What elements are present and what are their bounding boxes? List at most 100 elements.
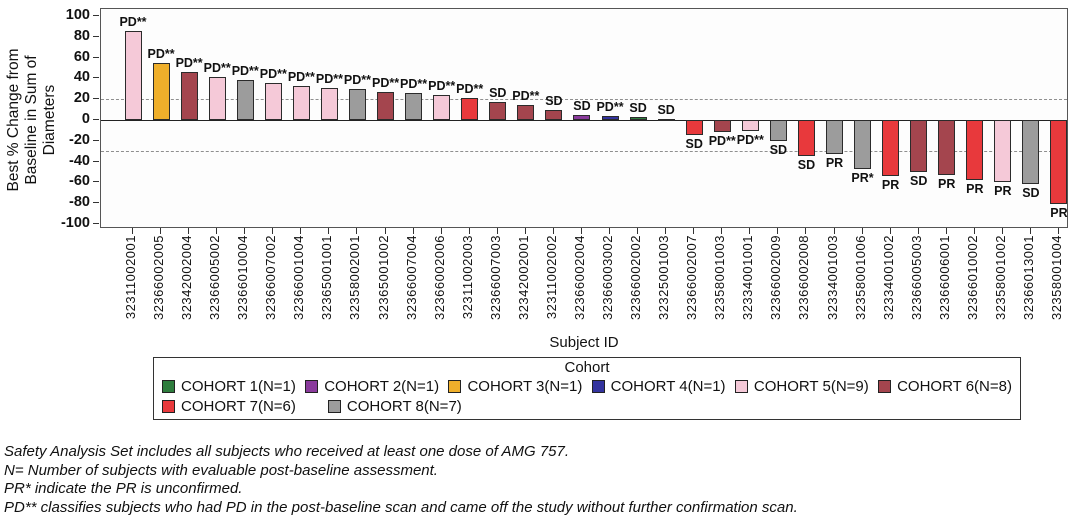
response-label: SD bbox=[1022, 186, 1040, 201]
y-tick-label: -60 bbox=[69, 173, 90, 190]
bar-32366010004 bbox=[236, 80, 254, 120]
bar-32334001002 bbox=[882, 120, 900, 177]
bar-32366007003 bbox=[489, 102, 507, 120]
footnote-safety-set: Safety Analysis Set includes all subject… bbox=[4, 443, 570, 460]
footnotes: Safety Analysis Set includes all subject… bbox=[4, 443, 798, 517]
x-tick-mark bbox=[244, 228, 246, 234]
bar-32366006001 bbox=[938, 120, 956, 176]
legend-box: Cohort COHORT 1(N=1) COHORT 2(N=1) COHORT … bbox=[153, 357, 1021, 420]
subject-id-label: 32366001004 bbox=[291, 235, 307, 321]
x-tick-mark bbox=[160, 228, 162, 234]
legend-item-cohort-1: COHORT 1(N=1) bbox=[162, 378, 296, 395]
x-tick-mark bbox=[356, 228, 358, 234]
y-tick-mark bbox=[93, 139, 99, 141]
y-tick-mark bbox=[93, 223, 99, 224]
subject-id-label: 32325001003 bbox=[656, 235, 672, 321]
x-tick-mark bbox=[188, 228, 190, 234]
response-label: PD** bbox=[596, 99, 624, 114]
bar-32334001003 bbox=[826, 120, 843, 155]
x-tick-mark bbox=[384, 228, 386, 234]
response-label: PD** bbox=[400, 76, 428, 91]
subject-id-label: 32358001006 bbox=[852, 235, 868, 321]
response-label: PD** bbox=[343, 72, 372, 87]
x-tick-mark bbox=[496, 228, 498, 234]
bar-32358001003 bbox=[713, 120, 731, 133]
response-label: PD** bbox=[259, 66, 287, 81]
subject-id-label: 32311002003 bbox=[459, 235, 475, 320]
x-tick-mark bbox=[889, 228, 891, 234]
legend-label-cohort-8: COHORT 8(N=7) bbox=[346, 397, 462, 415]
x-tick-mark bbox=[833, 228, 835, 234]
response-label: SD bbox=[797, 158, 816, 173]
x-tick-mark bbox=[721, 228, 723, 234]
subject-id-label: 32358002001 bbox=[347, 235, 363, 321]
x-tick-mark bbox=[1057, 228, 1059, 234]
subject-id-label: 32366003002 bbox=[600, 235, 616, 321]
x-tick-mark bbox=[693, 228, 695, 234]
bar-32366001004 bbox=[292, 85, 310, 120]
x-tick-mark bbox=[1029, 228, 1031, 234]
response-label: PD** bbox=[175, 56, 203, 71]
y-tick-mark bbox=[93, 35, 99, 37]
response-label: SD bbox=[657, 102, 675, 117]
y-tick-label: 60 bbox=[73, 48, 90, 65]
subject-id-label: 32366002008 bbox=[796, 235, 812, 321]
reference-line-20 bbox=[101, 99, 1067, 101]
y-tick-label: -20 bbox=[69, 131, 90, 148]
x-tick-mark bbox=[973, 228, 975, 234]
zero-baseline bbox=[101, 120, 1067, 121]
bar-32342002001 bbox=[517, 105, 535, 120]
x-tick-mark bbox=[580, 228, 582, 234]
subject-id-label: 32366002009 bbox=[768, 235, 784, 321]
legend-item-cohort-8: COHORT 8(N=7) bbox=[327, 397, 462, 415]
response-label: SD bbox=[909, 174, 928, 188]
x-tick-mark bbox=[524, 228, 526, 234]
y-tick-mark bbox=[93, 15, 99, 16]
legend-label-cohort-2: COHORT 2(N=1) bbox=[324, 377, 440, 395]
bar-32358001002 bbox=[994, 120, 1012, 183]
y-tick-mark bbox=[93, 202, 99, 204]
bar-32358001004 bbox=[1050, 120, 1068, 205]
bar-32366005002 bbox=[208, 77, 226, 120]
subject-id-label: 32342002001 bbox=[515, 235, 531, 321]
response-label: PD** bbox=[287, 69, 315, 84]
y-tick-label: 100 bbox=[65, 7, 90, 23]
x-tick-mark bbox=[665, 228, 667, 234]
response-label: PR bbox=[966, 182, 984, 197]
legend-swatch-cohort-4 bbox=[591, 379, 605, 393]
subject-id-label: 32366002006 bbox=[431, 235, 447, 321]
bar-32366002005 bbox=[152, 62, 170, 120]
legend-swatch-cohort-7 bbox=[162, 399, 175, 413]
y-axis-title-line-2: Baseline in Sum of bbox=[23, 55, 40, 185]
x-tick-mark bbox=[300, 228, 302, 234]
bar-32366003002 bbox=[601, 115, 619, 120]
subject-id-label: 32366005003 bbox=[908, 235, 924, 321]
subject-id-label: 32366007004 bbox=[403, 235, 419, 321]
legend-label-cohort-7: COHORT 7(N=6) bbox=[181, 397, 296, 415]
bar-32366002004 bbox=[573, 114, 591, 120]
legend-item-cohort-6: COHORT 6(N=8) bbox=[878, 378, 1012, 395]
subject-id-label: 32365001002 bbox=[375, 235, 391, 321]
y-tick-label: 20 bbox=[73, 90, 90, 107]
response-label: PD** bbox=[147, 46, 175, 61]
plot-area: PD** PD** PD** PD** PD** PD** PD** PD** PD** PD**… bbox=[100, 8, 1068, 228]
response-label: PR bbox=[938, 177, 956, 192]
subject-id-label: 32366005002 bbox=[207, 235, 223, 321]
bar-32366013001 bbox=[1022, 120, 1040, 185]
y-tick-mark bbox=[93, 77, 99, 79]
y-tick-label: -40 bbox=[69, 152, 90, 169]
y-tick-label: 40 bbox=[73, 69, 90, 86]
y-tick-label: 80 bbox=[73, 27, 90, 44]
bar-32311002002 bbox=[545, 109, 563, 120]
response-label: SD bbox=[769, 142, 788, 157]
response-label: PD** bbox=[708, 134, 736, 149]
response-label: SD bbox=[545, 93, 563, 108]
legend-item-cohort-5: COHORT 5(N=9) bbox=[734, 378, 869, 395]
subject-id-label: 32334001003 bbox=[824, 235, 840, 321]
response-label: SD bbox=[573, 98, 591, 113]
legend-title: Cohort bbox=[564, 359, 610, 376]
x-tick-mark bbox=[132, 228, 133, 234]
legend-label-cohort-3: COHORT 3(N=1) bbox=[467, 377, 583, 395]
x-tick-mark bbox=[945, 228, 947, 234]
x-tick-mark bbox=[468, 228, 470, 234]
